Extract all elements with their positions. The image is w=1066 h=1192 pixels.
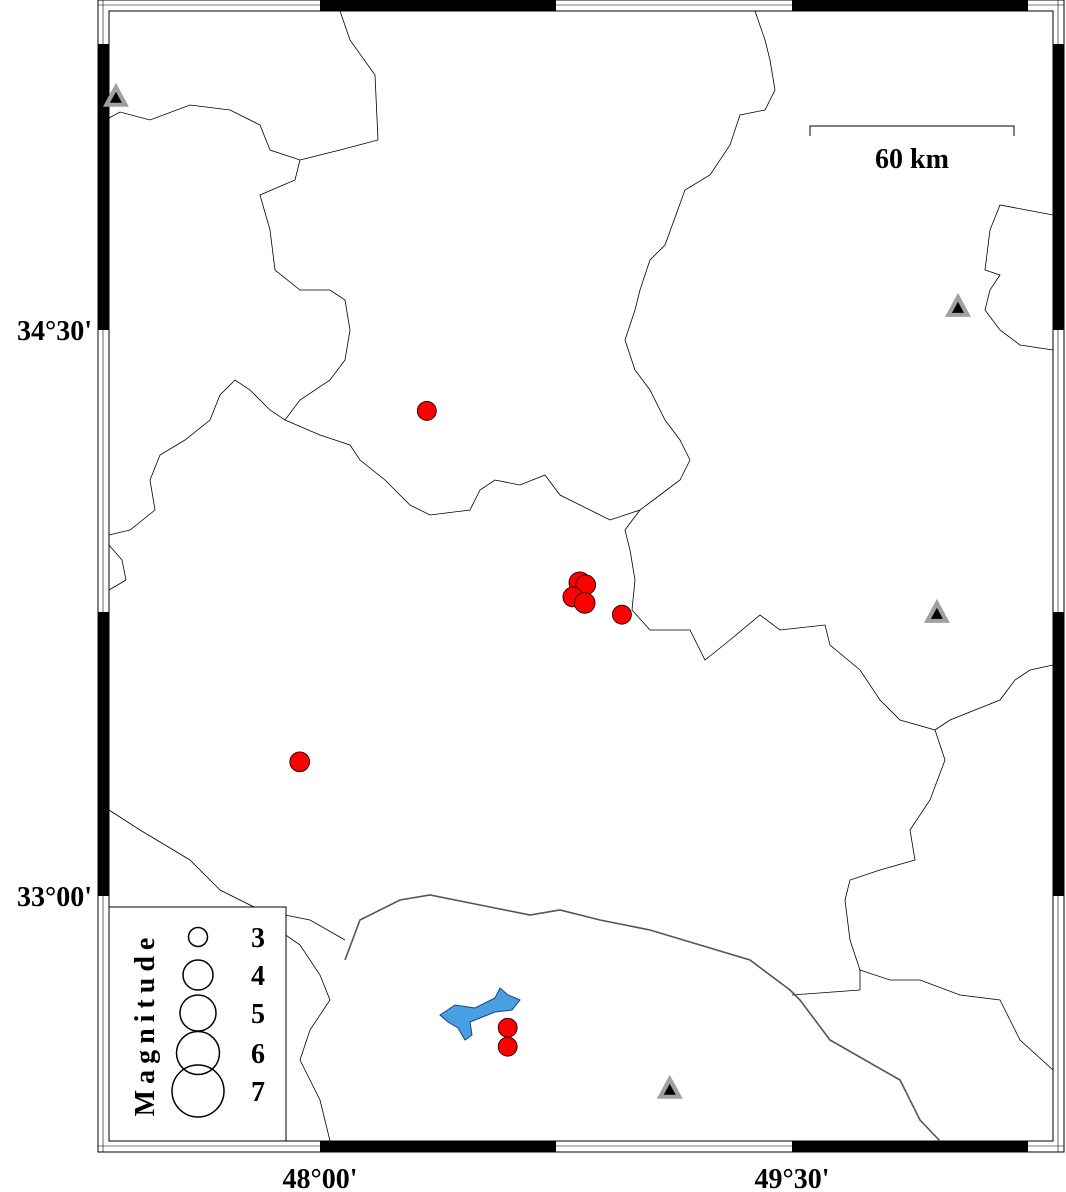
x-tick-label: 48°00' bbox=[283, 1164, 358, 1192]
earthquake-marker bbox=[497, 1036, 518, 1057]
earthquake-marker bbox=[612, 604, 632, 625]
legend-label: 4 bbox=[251, 961, 265, 992]
earthquake-marker bbox=[289, 751, 310, 773]
stations-layer bbox=[102, 82, 971, 1099]
seismic-station-icon bbox=[923, 598, 950, 623]
scale-bar: 60 km bbox=[809, 125, 1015, 175]
earthquake-marker bbox=[497, 1017, 518, 1038]
legend-label: 5 bbox=[251, 999, 265, 1030]
earthquakes-layer bbox=[289, 401, 632, 1057]
legend-title: Magnitude bbox=[130, 932, 161, 1117]
seismic-station-icon bbox=[656, 1074, 683, 1099]
legend-circle bbox=[187, 926, 209, 948]
earthquake-marker bbox=[574, 592, 596, 614]
province-borders bbox=[108, 10, 1054, 1142]
magnitude-legend: Magnitude 3 4 5 6 7 bbox=[108, 906, 287, 1142]
legend-circle bbox=[175, 1030, 221, 1076]
y-tick-label: 34°30' bbox=[17, 316, 92, 347]
legend-label: 7 bbox=[251, 1077, 265, 1108]
legend-label: 3 bbox=[251, 923, 265, 954]
legend-circle bbox=[171, 1064, 225, 1118]
x-tick-label: 49°30' bbox=[755, 1164, 830, 1192]
seismic-station-icon bbox=[944, 292, 971, 317]
legend-label: 6 bbox=[251, 1039, 265, 1070]
y-tick-label: 33°00' bbox=[17, 882, 92, 913]
earthquake-marker bbox=[416, 401, 437, 421]
seismic-station-icon bbox=[102, 82, 129, 107]
legend-circle bbox=[182, 959, 214, 991]
lake bbox=[439, 987, 521, 1041]
scale-bar-label: 60 km bbox=[875, 144, 949, 175]
